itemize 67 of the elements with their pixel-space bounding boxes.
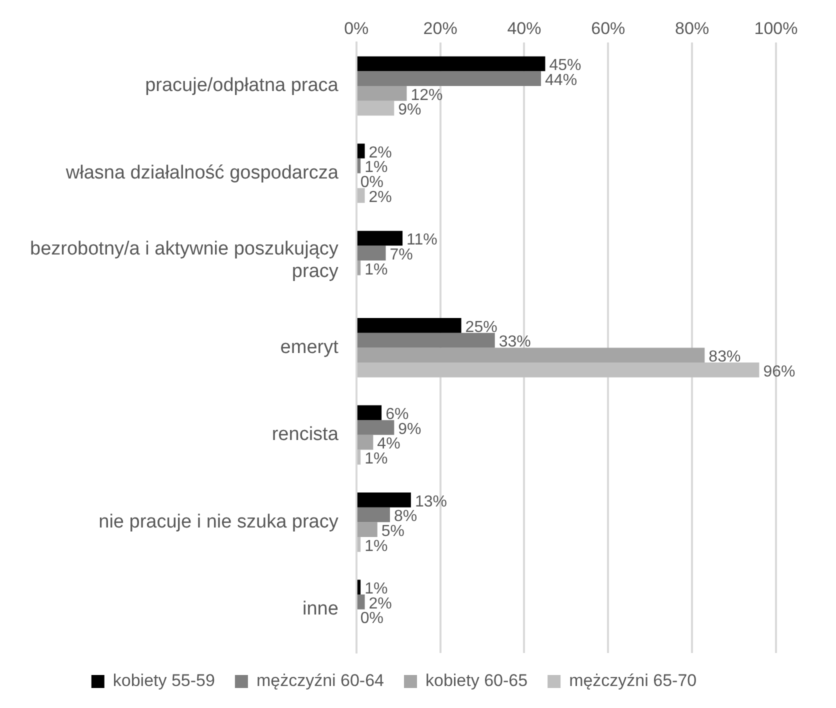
bar [357, 420, 394, 435]
bar [357, 450, 361, 465]
bar [357, 144, 365, 158]
data-label: 12% [410, 86, 443, 104]
y-tick-label: pracuje/odpłatna praca [145, 75, 339, 96]
bar [357, 332, 495, 348]
data-label: 2% [368, 144, 392, 162]
bar [357, 536, 361, 552]
data-label: 0% [360, 610, 384, 628]
legend-label: kobiety 55-59 [112, 671, 215, 690]
bar [357, 188, 365, 203]
data-label: 83% [708, 348, 741, 366]
bar [357, 594, 365, 610]
data-label: 1% [364, 538, 388, 555]
bar [357, 100, 394, 116]
bar [357, 158, 361, 174]
x-tick-label: 60% [591, 18, 626, 38]
legend-label: kobiety 60-65 [426, 671, 528, 690]
bar [357, 434, 374, 450]
bar [357, 318, 462, 333]
x-tick-label: 0% [344, 18, 369, 38]
data-label: 45% [549, 57, 582, 74]
data-label: 96% [763, 363, 796, 380]
bar [357, 522, 378, 537]
data-label: 9% [398, 420, 422, 438]
y-tick-label: rencista [272, 424, 339, 446]
bar [357, 56, 546, 72]
bar [357, 362, 760, 378]
bar [357, 507, 390, 522]
bar [357, 71, 542, 86]
data-label: 11% [406, 232, 438, 249]
y-tick-label: nie pracuje i nie szuka pracy [98, 511, 339, 532]
data-label: 25% [465, 318, 498, 336]
bar [357, 580, 361, 595]
bar [357, 348, 705, 363]
bar [357, 405, 382, 420]
bar [357, 492, 411, 508]
y-tick-label: emeryt [280, 336, 340, 358]
data-label: 2% [368, 188, 392, 206]
data-label: 1% [364, 450, 388, 468]
x-tick-label: 80% [675, 18, 710, 38]
y-tick-label: własna działalność gospodarcza [64, 162, 339, 184]
data-label: 13% [414, 493, 447, 510]
data-label: 1% [364, 261, 388, 278]
data-label: 4% [377, 436, 400, 453]
y-tick-label: inne [302, 598, 338, 620]
legend-label: mężczyźni 65-70 [569, 671, 697, 690]
x-tick-label: 100% [754, 18, 798, 38]
bar [357, 230, 403, 246]
x-tick-label: 40% [507, 18, 542, 38]
bar [357, 86, 407, 101]
data-label: 2% [368, 595, 392, 612]
legend-label: mężczyźni 60-64 [256, 671, 384, 690]
data-label: 44% [545, 72, 578, 90]
bar [357, 260, 361, 276]
data-label: 1% [364, 159, 388, 176]
y-tick-label: bezrobotny/a i aktywnie poszukujący pracy [30, 238, 339, 282]
data-label: 5% [381, 522, 404, 540]
bar [357, 246, 386, 260]
data-label: 8% [394, 508, 418, 526]
data-label: 0% [360, 174, 384, 192]
x-tick-label: 20% [423, 18, 458, 38]
data-label: 9% [398, 102, 422, 119]
data-label: 6% [386, 406, 409, 424]
data-label: 7% [390, 246, 413, 264]
data-label: 1% [364, 580, 388, 598]
data-label: 33% [498, 334, 531, 351]
